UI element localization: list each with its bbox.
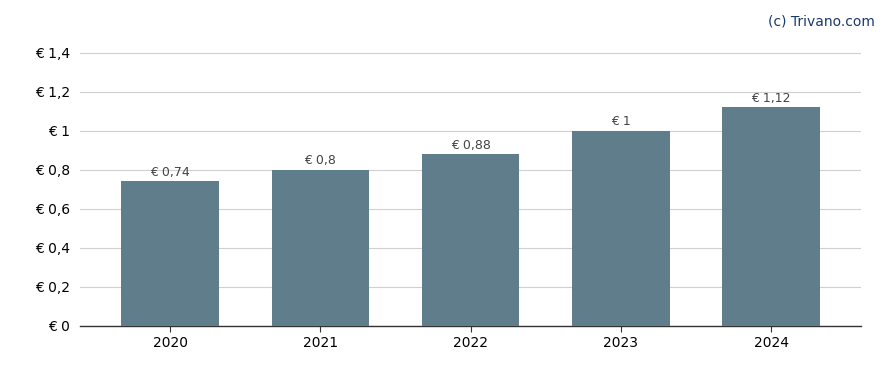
Bar bbox=[272, 169, 369, 326]
Text: € 0,74: € 0,74 bbox=[150, 166, 190, 179]
Text: € 1: € 1 bbox=[611, 115, 630, 128]
Bar bbox=[122, 181, 219, 326]
Text: (c) Trivano.com: (c) Trivano.com bbox=[768, 15, 875, 29]
Bar bbox=[422, 154, 519, 326]
Text: € 1,12: € 1,12 bbox=[751, 92, 791, 105]
Bar bbox=[572, 131, 670, 326]
Text: € 0,8: € 0,8 bbox=[305, 154, 337, 167]
Text: € 0,88: € 0,88 bbox=[451, 139, 490, 152]
Bar bbox=[722, 107, 820, 326]
